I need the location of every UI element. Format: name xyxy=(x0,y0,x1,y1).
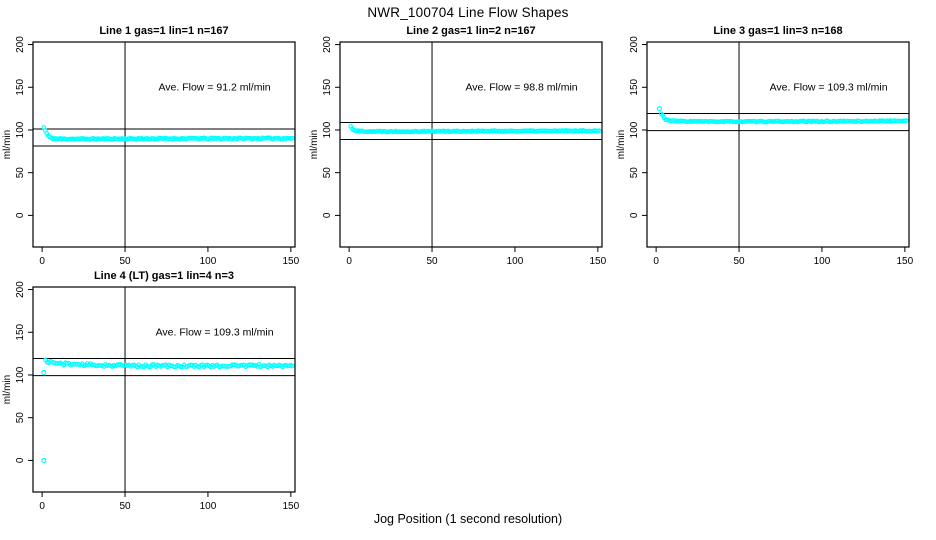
plot-border xyxy=(32,286,296,493)
y-tick-label: 50 xyxy=(15,412,26,424)
panel-line-4: 0 50 100 150 0 50 100 150 200 ml/min Line 4 (LT) g… xyxy=(2,270,300,512)
x-tick-label: 100 xyxy=(200,501,217,512)
data-point xyxy=(290,135,295,141)
panel-line-2: 0 50 100 150 0 50 100 150 200 ml/min Line 2 gas=1 … xyxy=(309,25,607,267)
y-tick-label: 150 xyxy=(629,78,640,95)
y-axis-unit-label: ml/min xyxy=(2,130,13,159)
y-tick-label: 50 xyxy=(629,167,640,179)
panel-line-1: 0 50 100 150 0 50 100 150 200 ml/min Line 1 gas=1 … xyxy=(2,25,300,267)
ave-flow-annotation: Ave. Flow = 109.3 ml/min xyxy=(156,327,274,339)
outlier-point xyxy=(41,457,47,463)
y-axis-unit-label: ml/min xyxy=(616,130,627,159)
x-tick-label: 0 xyxy=(39,501,45,512)
ave-flow-annotation: Ave. Flow = 91.2 ml/min xyxy=(158,82,270,94)
outlier-point xyxy=(41,369,47,375)
x-tick-label: 100 xyxy=(814,256,831,267)
scatter-points xyxy=(656,106,909,125)
y-tick-label: 100 xyxy=(629,121,640,138)
x-tick-label: 50 xyxy=(119,256,131,267)
y-tick-label: 150 xyxy=(322,78,333,95)
scatter-points xyxy=(348,124,602,135)
x-tick-label: 50 xyxy=(426,256,438,267)
y-tick-label: 200 xyxy=(15,281,26,298)
y-axis-unit-label: ml/min xyxy=(309,130,320,159)
y-tick-label: 200 xyxy=(322,36,333,53)
plot-border xyxy=(339,41,603,248)
plot-border xyxy=(32,41,296,248)
y-tick-label: 50 xyxy=(15,167,26,179)
scatter-points xyxy=(41,357,295,463)
y-tick-label: 0 xyxy=(322,212,333,218)
x-tick-label: 150 xyxy=(590,256,607,267)
y-tick-label: 0 xyxy=(629,212,640,218)
y-tick-label: 150 xyxy=(15,323,26,340)
panel-line-3: 0 50 100 150 0 50 100 150 200 ml/min Line 3 gas=1 … xyxy=(616,25,914,267)
y-tick-label: 200 xyxy=(15,36,26,53)
y-tick-label: 100 xyxy=(15,121,26,138)
data-point xyxy=(149,362,155,367)
x-tick-label: 100 xyxy=(507,256,524,267)
x-axis-label: Jog Position (1 second resolution) xyxy=(373,512,563,526)
plot-border xyxy=(646,41,910,248)
y-tick-label: 0 xyxy=(15,457,26,463)
y-tick-label: 100 xyxy=(15,366,26,383)
x-tick-label: 0 xyxy=(653,256,659,267)
x-tick-label: 100 xyxy=(200,256,217,267)
panel-title: Line 2 gas=1 lin=2 n=167 xyxy=(406,25,535,37)
y-tick-label: 200 xyxy=(629,36,640,53)
x-tick-label: 50 xyxy=(733,256,745,267)
ave-flow-annotation: Ave. Flow = 98.8 ml/min xyxy=(465,82,577,94)
figure-title: NWR_100704 Line Flow Shapes xyxy=(367,5,569,20)
panel-title: Line 3 gas=1 lin=3 n=168 xyxy=(713,25,842,37)
scatter-points xyxy=(41,125,295,142)
data-point xyxy=(597,128,602,134)
y-axis-unit-label: ml/min xyxy=(2,375,13,404)
data-point xyxy=(904,118,909,123)
y-tick-label: 150 xyxy=(15,78,26,95)
y-tick-label: 0 xyxy=(15,212,26,218)
x-tick-label: 150 xyxy=(897,256,914,267)
panel-title: Line 4 (LT) gas=1 lin=4 n=3 xyxy=(94,270,234,282)
x-tick-label: 0 xyxy=(346,256,352,267)
x-tick-label: 150 xyxy=(283,256,300,267)
x-tick-label: 0 xyxy=(39,256,45,267)
outlier-point xyxy=(656,106,662,112)
data-point xyxy=(290,363,295,369)
data-point xyxy=(64,360,70,366)
x-tick-label: 50 xyxy=(119,501,131,512)
panel-title: Line 1 gas=1 lin=1 n=167 xyxy=(99,25,228,37)
y-tick-label: 100 xyxy=(322,121,333,138)
y-tick-label: 50 xyxy=(322,167,333,179)
ave-flow-annotation: Ave. Flow = 109.3 ml/min xyxy=(770,82,888,94)
x-tick-label: 150 xyxy=(283,501,300,512)
